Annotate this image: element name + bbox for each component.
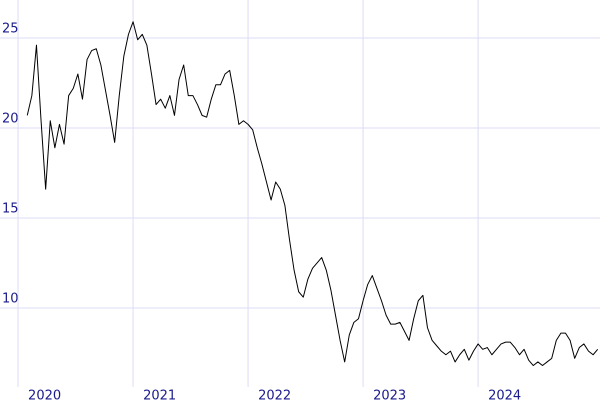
x-tick-label: 2022 (258, 389, 291, 403)
price-line (26, 21, 599, 367)
y-tick-label: 20 (2, 111, 19, 126)
x-tick-label: 2021 (143, 389, 176, 403)
x-tick-label: 2024 (488, 389, 521, 403)
y-tick-label: 15 (2, 201, 19, 216)
y-tick-label: 25 (2, 21, 19, 36)
x-tick-label: 2023 (373, 389, 406, 403)
x-tick-label: 2020 (28, 389, 61, 403)
y-tick-label: 10 (2, 291, 19, 306)
